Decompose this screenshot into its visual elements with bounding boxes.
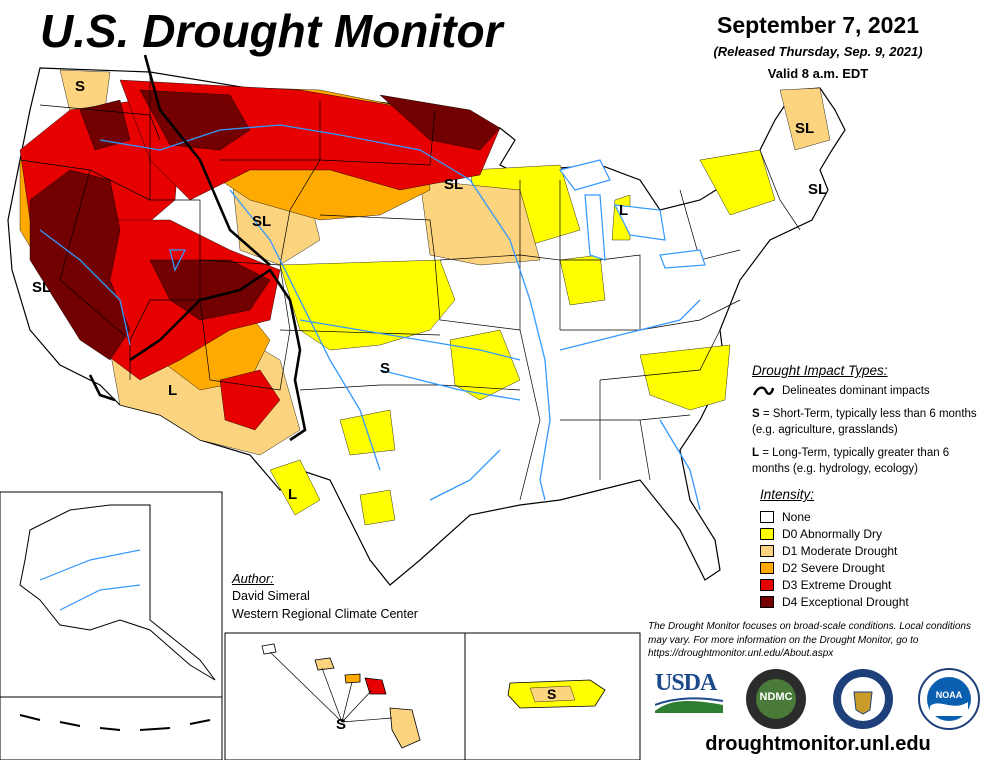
ndmc-seal-icon (746, 669, 806, 729)
label-ca-nv: SL (32, 279, 52, 296)
long-term-key: L (752, 447, 760, 460)
puerto-rico-d1 (529, 685, 576, 703)
legend-label: D4 Exceptional Drought (782, 594, 909, 609)
hawaii-islands (261, 643, 421, 749)
noaa-logo-text: NOAA (935, 690, 963, 700)
d4-patches (29, 89, 501, 361)
hawaii-inset-frame (224, 632, 466, 760)
great-lakes (558, 159, 706, 269)
commerce-seal-icon (833, 669, 893, 729)
usda-hills-icon (654, 697, 724, 713)
impact-types-heading: Drought Impact Types: (752, 363, 888, 378)
noaa-logo[interactable]: NOAA (918, 668, 980, 730)
legend-row: D2 Severe Drought (760, 559, 980, 576)
legend-label: None (782, 509, 811, 524)
impact-lines (88, 54, 307, 442)
label-nh: SL (808, 181, 828, 198)
author-org: Western Regional Climate Center (232, 606, 418, 621)
short-term-key: S (752, 408, 760, 420)
state-boundaries (19, 72, 801, 501)
usda-logo[interactable]: USDA (654, 670, 724, 718)
legend-row: None (760, 508, 980, 525)
usda-logo-text: USDA (655, 670, 717, 696)
label-hawaii: S (336, 716, 347, 733)
author-block: Author: David Simeral Western Regional C… (232, 570, 418, 623)
ndmc-logo[interactable]: NDMC (745, 668, 807, 730)
alaska-rivers (39, 549, 141, 611)
hawaii-callout-lines (269, 651, 393, 723)
legend-label: D1 Moderate Drought (782, 543, 898, 558)
intensity-legend: Intensity: None D0 Abnormally Dry D1 Mod… (760, 487, 980, 610)
website-url[interactable]: droughtmonitor.unl.edu (705, 733, 931, 755)
label-mi: L (619, 202, 629, 219)
label-puerto-rico: S (547, 686, 557, 702)
delineation-label: Delineates dominant impacts (782, 385, 930, 397)
legend-label: D3 Extreme Drought (782, 577, 892, 592)
alaska-shape (19, 504, 216, 681)
legend-swatch-d0 (760, 527, 774, 540)
legend-label: D0 Abnormally Dry (782, 526, 883, 541)
long-term-text: = Long-Term, typically greater than 6 mo… (752, 447, 950, 475)
valid-time: Valid 8 a.m. EDT (767, 66, 869, 81)
legend-label: D2 Severe Drought (782, 560, 885, 575)
release-date: (Released Thursday, Sep. 9, 2021) (713, 44, 923, 59)
label-northern-rockies: SL (252, 213, 272, 230)
intensity-heading: Intensity: (760, 487, 815, 502)
legend-row: D0 Abnormally Dry (760, 525, 980, 542)
disclaimer-text: The Drought Monitor focuses on broad-sca… (648, 621, 971, 659)
author-name: David Simeral (232, 589, 310, 604)
rivers (39, 124, 701, 511)
commerce-seal[interactable] (832, 668, 894, 730)
label-ks: S (380, 360, 391, 377)
label-az: L (168, 382, 178, 399)
impact-types-legend: Drought Impact Types: Delineates dominan… (752, 363, 990, 485)
legend-swatch-d3 (760, 578, 774, 591)
label-tx: L (288, 486, 298, 503)
legend-row: D3 Extreme Drought (760, 576, 980, 593)
label-me: SL (795, 120, 815, 137)
legend-swatch-d1 (760, 544, 774, 557)
short-term-definition: S = Short-Term, typically less than 6 mo… (752, 407, 990, 438)
ndmc-logo-text: NDMC (759, 691, 793, 703)
author-heading: Author: (232, 571, 274, 586)
label-wa: S (75, 78, 86, 95)
label-nd: SL (444, 176, 464, 193)
map-date: September 7, 2021 (716, 12, 919, 38)
main-title: U.S. Drought Monitor (40, 5, 503, 57)
long-term-definition: L = Long-Term, typically greater than 6 … (752, 446, 990, 477)
legend-swatch-none (760, 510, 774, 523)
legend-row: D4 Exceptional Drought (760, 593, 980, 610)
short-term-text: = Short-Term, typically less than 6 mont… (752, 408, 977, 436)
delineation-row: Delineates dominant impacts (752, 384, 990, 398)
noaa-seal-icon (918, 668, 980, 730)
legend-row: D1 Moderate Drought (760, 542, 980, 559)
legend-swatch-d2 (760, 561, 774, 574)
delineation-curve-icon (752, 386, 774, 396)
aleutian-islands (19, 714, 211, 731)
legend-swatch-d4 (760, 595, 774, 608)
